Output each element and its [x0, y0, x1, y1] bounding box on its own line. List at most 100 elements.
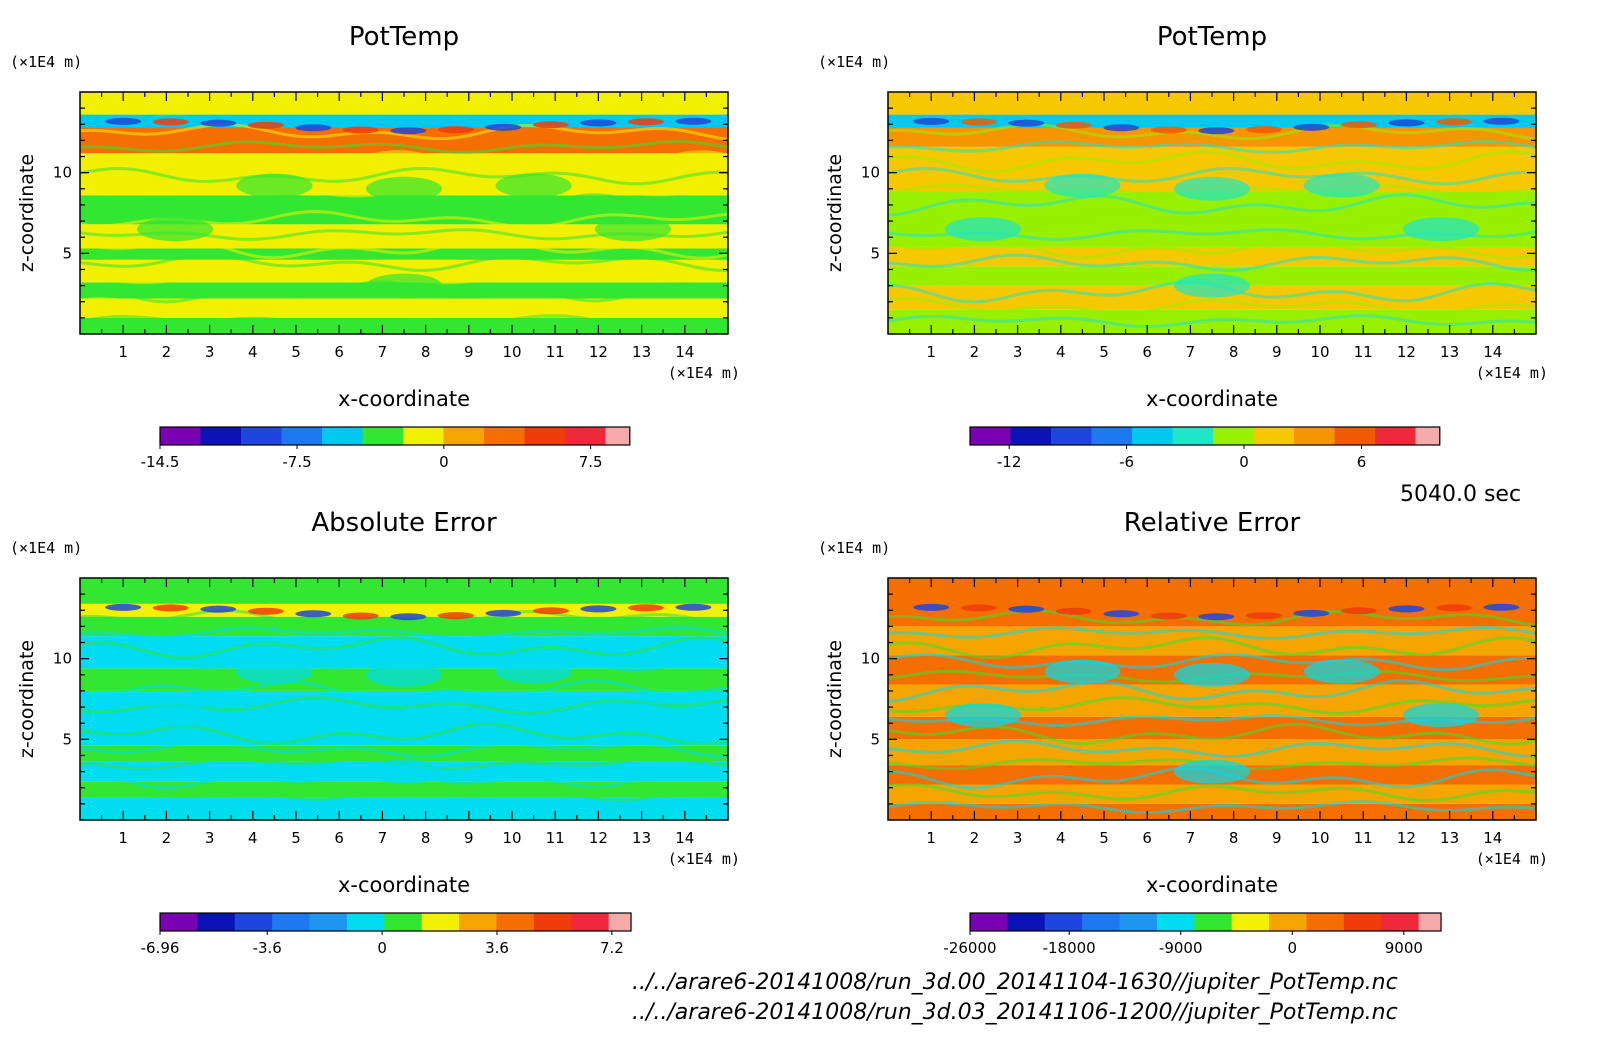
colorbar-tick-label: 7.5	[579, 453, 603, 471]
colorbar-tick-label: 3.6	[485, 939, 509, 957]
contour-jet	[627, 118, 664, 126]
x-tick-label: 9	[1272, 343, 1282, 361]
contour-jet	[1055, 607, 1092, 615]
footer-file-2: ../../arare6-20141008/run_3d.03_20141106…	[632, 1000, 1398, 1025]
contour-jet	[1293, 609, 1330, 617]
x-tick-label: 5	[1099, 343, 1109, 361]
x-tick-label: 13	[632, 343, 651, 361]
x-tick-label: 14	[1483, 829, 1502, 847]
x-unit-label: (×1E4 m)	[668, 850, 740, 868]
contour-jet	[390, 613, 427, 621]
contour-jet	[580, 605, 617, 613]
y-tick-label: 5	[870, 730, 880, 748]
contour-jet	[1103, 124, 1140, 132]
contour-field	[80, 92, 728, 334]
contour-streak	[888, 739, 1536, 758]
y-tick-label: 10	[861, 650, 880, 668]
x-tick-label: 8	[421, 829, 431, 847]
contour-lobe	[236, 173, 313, 198]
contour-jet	[437, 126, 474, 134]
contour-jet	[1055, 121, 1092, 129]
x-tick-label: 5	[1099, 829, 1109, 847]
x-tick-label: 1	[118, 343, 128, 361]
colorbar-swatch	[160, 913, 198, 931]
x-tick-label: 2	[970, 343, 980, 361]
x-tick-label: 10	[502, 343, 521, 361]
colorbar-swatch	[1253, 427, 1295, 445]
contour-jet	[913, 603, 950, 611]
contour-jet	[295, 124, 332, 132]
contour-jet	[1340, 607, 1377, 615]
x-tick-label: 2	[970, 829, 980, 847]
contour-field	[888, 578, 1536, 820]
x-tick-label: 11	[546, 343, 565, 361]
contour-jet	[437, 612, 474, 620]
colorbar-swatch	[605, 427, 631, 445]
colorbar-swatch	[309, 913, 348, 931]
contour-jet	[1483, 603, 1520, 611]
contour-streak	[888, 123, 1536, 141]
x-tick-label: 1	[118, 829, 128, 847]
contour-jet	[342, 126, 379, 134]
contour-jet	[1198, 613, 1235, 621]
x-tick-label: 12	[589, 829, 608, 847]
x-unit-label: (×1E4 m)	[1476, 364, 1548, 382]
x-tick-label: 6	[334, 829, 344, 847]
colorbar-tick-label: 0	[1288, 939, 1298, 957]
colorbar-swatch	[1119, 913, 1158, 931]
colorbar-swatch	[1415, 427, 1441, 445]
footer-file-1: ../../arare6-20141008/run_3d.00_20141104…	[632, 970, 1398, 995]
colorbar-swatch	[197, 913, 236, 931]
x-tick-label: 13	[632, 829, 651, 847]
colorbar-frame	[969, 426, 1441, 446]
colorbar-tick-label: -6.96	[141, 939, 180, 957]
contour-lobe	[366, 759, 442, 784]
contour-streak	[80, 140, 728, 154]
colorbar-swatch	[1194, 913, 1233, 931]
contour-jet	[532, 607, 569, 615]
x-tick-label: 13	[1440, 343, 1459, 361]
x-tick-label: 10	[502, 829, 521, 847]
colorbar-swatch	[1007, 913, 1046, 931]
colorbar-swatch	[1343, 913, 1382, 931]
x-tick-label: 2	[162, 343, 172, 361]
colorbar-swatch	[1156, 913, 1195, 931]
contour-streak	[888, 783, 1536, 803]
x-tick-label: 14	[675, 829, 694, 847]
contour-jet	[342, 612, 379, 620]
contour-jet	[152, 118, 189, 126]
y-axis-label: z-coordinate	[824, 640, 846, 758]
contour-band	[80, 259, 728, 283]
x-tick-label: 10	[1310, 829, 1329, 847]
panel-title: Absolute Error	[311, 508, 497, 538]
contour-lobe	[495, 659, 572, 684]
y-unit-label: (×1E4 m)	[10, 539, 82, 557]
contour-lobe	[366, 273, 442, 298]
contour-streak	[80, 150, 728, 174]
colorbar: -26000 -18000 -9000 0 9000	[943, 912, 1442, 957]
contour-streak	[888, 636, 1536, 660]
x-tick-label: 3	[205, 343, 215, 361]
colorbar-tick-label: -7.5	[282, 453, 311, 471]
colorbar-swatch	[1334, 427, 1376, 445]
colorbar-swatch	[459, 913, 497, 931]
contour-streak	[888, 722, 1536, 746]
colorbar-swatch	[1294, 427, 1335, 445]
colorbar-swatch	[1306, 913, 1345, 931]
contour-streak	[80, 800, 728, 815]
colorbar-swatch	[234, 913, 273, 931]
contour-lobe	[1174, 662, 1250, 687]
contour-lobe	[495, 173, 572, 198]
contour-jet	[1150, 126, 1187, 134]
contour-jet	[1388, 605, 1425, 613]
colorbar-swatch	[1172, 427, 1214, 445]
colorbar: -12 -6 0 6	[969, 426, 1441, 471]
contour-streak	[888, 800, 1536, 815]
colorbar-tick-label: 6	[1357, 453, 1367, 471]
contour-streak	[888, 166, 1536, 186]
contour-streak	[888, 140, 1536, 154]
x-unit-label: (×1E4 m)	[1476, 850, 1548, 868]
contour-lobe	[945, 217, 1022, 242]
colorbar-swatch	[1010, 427, 1052, 445]
